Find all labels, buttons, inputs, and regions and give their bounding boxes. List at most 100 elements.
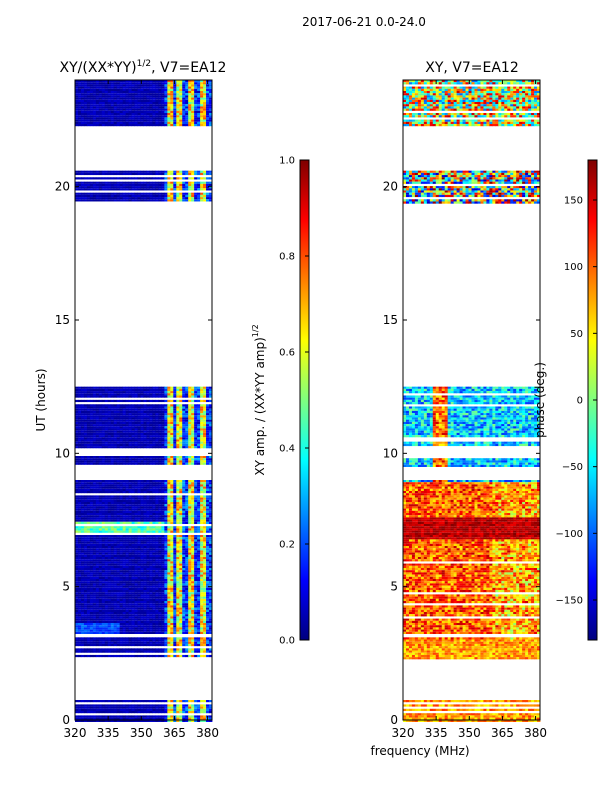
heatmap-cell — [107, 603, 112, 606]
heatmap-cell — [170, 596, 174, 599]
heatmap-cell — [176, 506, 180, 509]
heatmap-cell — [203, 528, 207, 531]
heatmap-cell — [194, 704, 198, 707]
heatmap-cell — [149, 388, 153, 392]
heatmap-cell — [80, 421, 85, 425]
heatmap-cell — [170, 559, 174, 562]
heatmap-cell — [122, 506, 127, 509]
heatmap-cell — [137, 480, 141, 483]
heatmap-cell — [89, 502, 94, 505]
heatmap-cell — [128, 439, 132, 442]
heatmap-cell — [182, 499, 186, 502]
heatmap-cell — [170, 715, 174, 718]
heatmap-cell — [179, 430, 183, 433]
heatmap-cell — [188, 719, 192, 722]
heatmap-cell — [75, 506, 79, 509]
heatmap-cell — [122, 561, 127, 564]
heatmap-cell — [164, 497, 168, 500]
heatmap-cell — [113, 625, 118, 628]
heatmap-cell — [203, 552, 207, 555]
heatmap-cell — [206, 488, 210, 491]
heatmap-cell — [128, 587, 132, 590]
heatmap-cell — [119, 486, 124, 489]
heatmap-cell — [200, 462, 204, 465]
heatmap-cell — [179, 594, 183, 597]
heatmap-cell — [179, 510, 183, 513]
heatmap-cell — [86, 404, 91, 407]
heatmap-cell — [128, 428, 132, 431]
heatmap-cell — [107, 576, 112, 579]
heatmap-cell — [89, 510, 94, 513]
heatmap-cell — [191, 631, 195, 634]
heatmap-cell — [173, 711, 177, 714]
heatmap-cell — [86, 437, 91, 440]
heatmap-cell — [86, 410, 91, 414]
heatmap-cell — [75, 456, 79, 459]
heatmap-cell — [95, 607, 100, 610]
heatmap-cell — [146, 706, 150, 709]
heatmap-cell — [143, 708, 147, 711]
heatmap-cell — [194, 616, 198, 619]
heatmap-cell — [75, 612, 79, 615]
heatmap-cell — [119, 437, 124, 440]
heatmap-cell — [173, 517, 177, 520]
heatmap-cell — [119, 517, 124, 520]
heatmap-cell — [200, 620, 204, 623]
heatmap-cell — [143, 399, 147, 403]
heatmap-cell — [206, 607, 210, 610]
heatmap-cell — [185, 430, 189, 433]
heatmap-cell — [131, 395, 135, 398]
heatmap-cell — [164, 546, 168, 549]
heatmap-cell — [86, 426, 91, 429]
heatmap-cell — [158, 399, 162, 403]
heatmap-cell — [146, 495, 150, 498]
heatmap-cell — [122, 508, 127, 511]
heatmap-cell — [101, 641, 106, 644]
heatmap-cell — [134, 603, 138, 606]
heatmap-cell — [149, 572, 153, 575]
heatmap-cell — [164, 430, 168, 433]
heatmap-cell — [209, 639, 213, 642]
heatmap-cell — [98, 421, 103, 425]
heatmap-cell — [107, 546, 112, 549]
heatmap-cell — [173, 391, 177, 394]
heatmap-cell — [179, 413, 183, 416]
heatmap-cell — [77, 482, 82, 485]
heatmap-cell — [83, 406, 88, 409]
heatmap-cell — [83, 550, 88, 553]
heatmap-cell — [101, 404, 106, 407]
heatmap-cell — [209, 711, 213, 714]
heatmap-cell — [80, 596, 85, 599]
heatmap-cell — [89, 521, 94, 524]
heatmap-cell — [107, 572, 112, 575]
heatmap-cell — [191, 715, 195, 718]
heatmap-cell — [209, 399, 213, 403]
heatmap-cell — [137, 415, 141, 418]
heatmap-cell — [95, 439, 100, 442]
heatmap-cell — [179, 637, 183, 640]
heatmap-cell — [182, 539, 186, 542]
heatmap-cell — [182, 719, 186, 722]
heatmap-cell — [119, 625, 124, 628]
heatmap-cell — [101, 537, 106, 540]
heatmap-cell — [110, 521, 115, 524]
heatmap-cell — [167, 517, 171, 520]
heatmap-cell — [89, 395, 94, 398]
heatmap-cell — [77, 574, 82, 577]
heatmap-cell — [185, 574, 189, 577]
heatmap-cell — [95, 648, 100, 651]
heatmap-cell — [92, 550, 97, 553]
heatmap-cell — [173, 598, 177, 601]
heatmap-cell — [98, 650, 103, 653]
heatmap-cell — [89, 513, 94, 516]
heatmap-cell — [137, 623, 141, 626]
heatmap-cell — [92, 596, 97, 599]
heatmap-cell — [98, 711, 103, 714]
heatmap-cell — [116, 603, 121, 606]
heatmap-cell — [149, 576, 153, 579]
heatmap-cell — [206, 541, 210, 544]
heatmap-cell — [197, 625, 201, 628]
heatmap-cell — [194, 404, 198, 407]
heatmap-cell — [125, 484, 130, 487]
heatmap-cell — [209, 637, 213, 640]
